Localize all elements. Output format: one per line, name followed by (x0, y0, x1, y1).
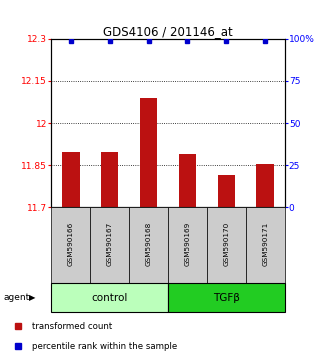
Bar (51, 283, 168, 312)
Text: GSM590166: GSM590166 (68, 222, 74, 266)
Bar (246, 207, 285, 283)
Text: GSM590167: GSM590167 (107, 222, 113, 266)
Bar (90, 207, 129, 283)
Text: agent: agent (3, 293, 29, 302)
Text: GSM590171: GSM590171 (262, 222, 268, 266)
Bar (257, 164, 274, 207)
Bar (140, 98, 157, 207)
Text: percentile rank within the sample: percentile rank within the sample (32, 342, 177, 351)
Text: GSM590170: GSM590170 (223, 222, 229, 266)
Text: GSM590168: GSM590168 (146, 222, 152, 266)
Text: ▶: ▶ (29, 293, 36, 302)
Text: control: control (91, 293, 128, 303)
Bar (179, 154, 196, 207)
Bar (168, 207, 207, 283)
Text: GSM590169: GSM590169 (184, 222, 190, 266)
Bar (129, 207, 168, 283)
Bar (51, 207, 90, 283)
Text: transformed count: transformed count (32, 322, 112, 331)
Bar (62, 153, 79, 207)
Bar (217, 175, 235, 207)
Bar (207, 207, 246, 283)
Text: TGFβ: TGFβ (213, 293, 240, 303)
Bar (168, 283, 285, 312)
Title: GDS4106 / 201146_at: GDS4106 / 201146_at (103, 25, 233, 38)
Bar (101, 153, 118, 207)
